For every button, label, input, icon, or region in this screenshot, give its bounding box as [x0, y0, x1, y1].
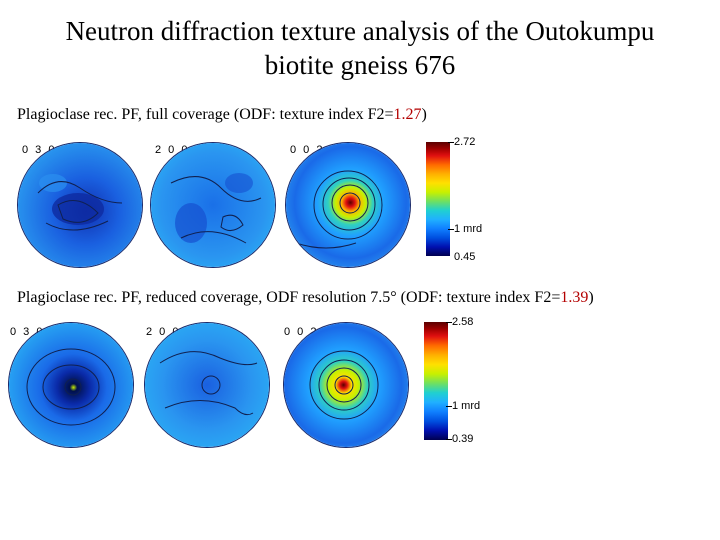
panel1-pole-figure-200	[150, 142, 276, 268]
panel1-scale-min: 0.45	[454, 251, 476, 263]
panel1-scale-tick-max	[448, 142, 454, 143]
panel1-caption-suffix: )	[421, 106, 427, 123]
panel2-scale-tick-mid	[446, 406, 452, 407]
panel2-color-scale	[424, 322, 448, 440]
title-line-2: biotite gneiss 676	[264, 50, 456, 80]
panel2-pole-figure-200	[144, 322, 270, 448]
panel2-caption-suffix: )	[588, 289, 594, 306]
panel2-scale-mid: 1 mrd	[452, 400, 481, 412]
panel1-scale-tick-mid	[448, 229, 454, 230]
panel1-caption-prefix: Plagioclase rec. PF, full coverage (ODF:…	[17, 106, 394, 123]
panel2-scale-max: 2.58	[452, 316, 474, 328]
panel2-caption-prefix: Plagioclase rec. PF, reduced coverage, O…	[17, 289, 561, 306]
title-line-1: Neutron diffraction texture analysis of …	[65, 16, 655, 46]
panel2-pole-figure-030	[8, 322, 134, 448]
panel1-scale-max: 2.72	[454, 136, 476, 148]
panel2-scale-min: 0.39	[452, 433, 474, 445]
panel1-caption: Plagioclase rec. PF, full coverage (ODF:…	[17, 106, 427, 124]
panel1-texture-index: 1.27	[393, 106, 422, 123]
panel2-scale-tick-min	[446, 439, 452, 440]
panel1-scale-mid: 1 mrd	[454, 223, 483, 235]
panel2-scale-tick-max	[446, 322, 452, 323]
slide-title: Neutron diffraction texture analysis of …	[0, 14, 720, 82]
panel1-pole-figure-002	[285, 142, 411, 268]
panel2-texture-index: 1.39	[560, 289, 589, 306]
panel2-caption: Plagioclase rec. PF, reduced coverage, O…	[17, 289, 594, 307]
panel1-pole-figure-030	[17, 142, 143, 268]
panel2-pole-figure-002	[283, 322, 409, 448]
panel1-color-scale	[426, 142, 450, 256]
